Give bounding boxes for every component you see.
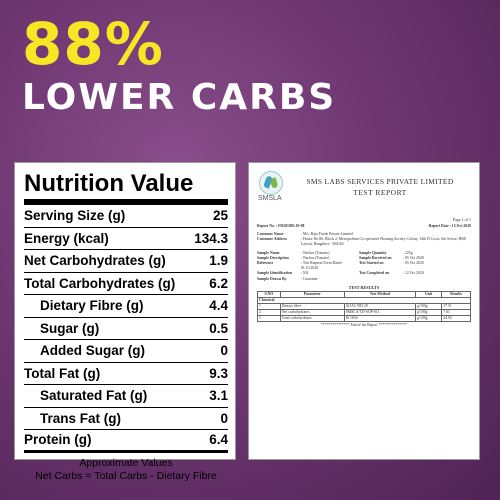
nutrition-value: 0.5 [209, 320, 228, 336]
nutrition-row: Net Carbohydrates (g) 1.9 [24, 250, 228, 273]
nutrition-value: 6.4 [209, 432, 228, 448]
nutrition-title: Nutrition Value [24, 171, 228, 205]
report-no: : FD201003.19-08 [275, 224, 305, 228]
nutrition-label: Dietary Fibre (g) [40, 298, 144, 314]
reference: : Test Request Form Dated 01.10.2020 [301, 261, 342, 271]
nutrition-label: Total Fat (g) [24, 365, 101, 381]
headline-subtitle: LOWER CARBS [22, 77, 337, 118]
sample-id: : NA [301, 271, 309, 276]
nutrition-value: 6.2 [209, 275, 228, 291]
test-completed-label: Test Completed on [359, 271, 390, 276]
nutrition-row: Total Carbohydrates (g) 6.2 [24, 273, 228, 295]
report-number-line: Report No. : FD201003.19-08 Report Date … [257, 224, 471, 228]
table-cell: g/100g [414, 314, 443, 322]
nutrition-row: Serving Size (g) 25 [24, 205, 228, 228]
sample-row: Sample Identification : NA Test Completed … [257, 271, 471, 276]
nutrition-label: Saturated Fat (g) [40, 388, 148, 404]
nutrition-row: Trans Fat (g) 0 [24, 408, 228, 430]
test-started: : 05 Oct 2020 [403, 261, 424, 266]
report-date: : 12 Oct 2020 [449, 224, 471, 228]
nutrition-label: Protein (g) [24, 432, 92, 448]
nutrition-label: Net Carbohydrates (g) [24, 253, 166, 269]
footnote-approx: Approximate Values [79, 456, 173, 469]
sample-received-label: Sample Received on [359, 255, 392, 260]
report-date-label: Report Date [428, 224, 449, 228]
sample-drawn-label: Sample Drawn By [257, 276, 287, 281]
report-company: SMS LABS SERVICES PRIVATE LIMITED [306, 177, 454, 186]
nutrition-value: 1.9 [209, 253, 228, 269]
nutrition-label: Added Sugar (g) [40, 343, 145, 359]
end-of-report: *************** End of the Report ******… [321, 322, 407, 327]
report-page: Page 1 of 1 [452, 217, 471, 222]
nutrition-value: 4.4 [209, 298, 228, 314]
nutrition-value: 0 [220, 410, 228, 426]
lab-logo-icon [259, 171, 283, 195]
headline: 88% LOWER CARBS [22, 8, 336, 118]
sample-received: : 05 Oct 2020 [403, 255, 424, 260]
table-cell: 24.92 [441, 314, 471, 322]
report-header: SMSLA SMS LABS SERVICES PRIVATE LIMITED … [257, 169, 471, 209]
results-title: TEST RESULTS [348, 284, 380, 290]
table-cell: IS 1656 [343, 314, 417, 322]
report-title: TEST REPORT [353, 188, 407, 197]
nutrition-row: Sugar (g) 0.5 [24, 318, 228, 340]
nutrition-row: Dietary Fibre (g) 4.4 [24, 295, 228, 318]
customer-address: : House No.86, Block 2, Metropolitan Co-… [301, 237, 466, 247]
nutrition-value: 25 [212, 208, 228, 224]
table-row: 3 Total carbohydrates IS 1656 g/100g 24.… [257, 314, 471, 322]
sample-name: : Nachos (Tomato) [301, 250, 330, 255]
customer-address-label: Customer Address [257, 237, 287, 242]
nutrition-label: Trans Fat (g) [40, 410, 122, 426]
nutrition-row: Added Sugar (g) 0 [24, 340, 228, 363]
test-completed: : 12 Oct 2020 [403, 271, 424, 276]
sample-id-label: Sample Identification [257, 271, 292, 276]
sample-qty-label: Sample Quantity [359, 250, 387, 255]
lab-logo-text: SMSLA [258, 195, 282, 202]
table-cell: Total carbohydrates [279, 314, 345, 322]
test-started-label: Test Started on [359, 261, 384, 266]
customer-name-label: Customer Name [257, 232, 284, 236]
nutrition-label: Serving Size (g) [24, 208, 126, 224]
test-report: SMSLA SMS LABS SERVICES PRIVATE LIMITED … [248, 162, 480, 460]
sample-desc-label: Sample Description [257, 255, 289, 260]
footnote-netcarbs: Net Carbs = Total Carbs - Dietary Fibre [35, 469, 217, 482]
table-cell: 3 [257, 314, 281, 322]
nutrition-label: Total Carbohydrates (g) [24, 275, 176, 291]
sample-row: Sample Description : Nachos (Tomato) Sampl… [257, 256, 471, 261]
nutrition-label: Sugar (g) [40, 320, 100, 336]
nutrition-row: Energy (kcal) 134.3 [24, 228, 228, 250]
nutrition-footnote: Approximate Values Net Carbs = Total Car… [24, 457, 228, 483]
nutrition-panel: Nutrition Value Serving Size (g) 25 Energ… [14, 162, 236, 482]
results-table: S.NO Parameter Test Method Unit Results … [257, 290, 471, 322]
customer-name: : M/s. Baja Foods Private Limited [301, 232, 353, 236]
sample-row: Sample Drawn By : Customer [257, 277, 471, 282]
nutrition-value: 3.1 [209, 388, 228, 404]
nutrition-label: Energy (kcal) [24, 230, 109, 246]
sample-name-label: Sample Name [257, 250, 280, 255]
report-no-label: Report No. [257, 224, 275, 228]
nutrition-value: 134.3 [194, 230, 228, 246]
nutrition-value: 0 [220, 343, 228, 359]
sample-drawn: : Customer [301, 276, 318, 281]
nutrition-row: Total Fat (g) 9.3 [24, 363, 228, 385]
customer-name-row: Customer Name : M/s. Baja Foods Private L… [257, 232, 471, 237]
sample-desc: : Nachos (Tomato) [301, 255, 330, 260]
customer-address-row: Customer Address : House No.86, Block 2, … [257, 237, 471, 247]
table-header-row: S.NO Parameter Test Method Unit Results [257, 290, 471, 298]
nutrition-row: Saturated Fat (g) 3.1 [24, 385, 228, 408]
headline-percent: 88% [22, 10, 164, 78]
sample-row: Sample Name : Nachos (Tomato) Sample Quant… [257, 251, 471, 256]
reference-label: Reference [257, 261, 274, 266]
nutrition-row: Protein (g) 6.4 [24, 430, 228, 453]
report-no-group: Report No. : FD201003.19-08 [257, 224, 304, 228]
report-date-group: Report Date : 12 Oct 2020 [429, 224, 471, 228]
nutrition-value: 9.3 [209, 365, 228, 381]
sample-row: Reference : Test Request Form Dated 01.10… [257, 261, 471, 271]
sample-qty: : 225g [403, 250, 413, 255]
